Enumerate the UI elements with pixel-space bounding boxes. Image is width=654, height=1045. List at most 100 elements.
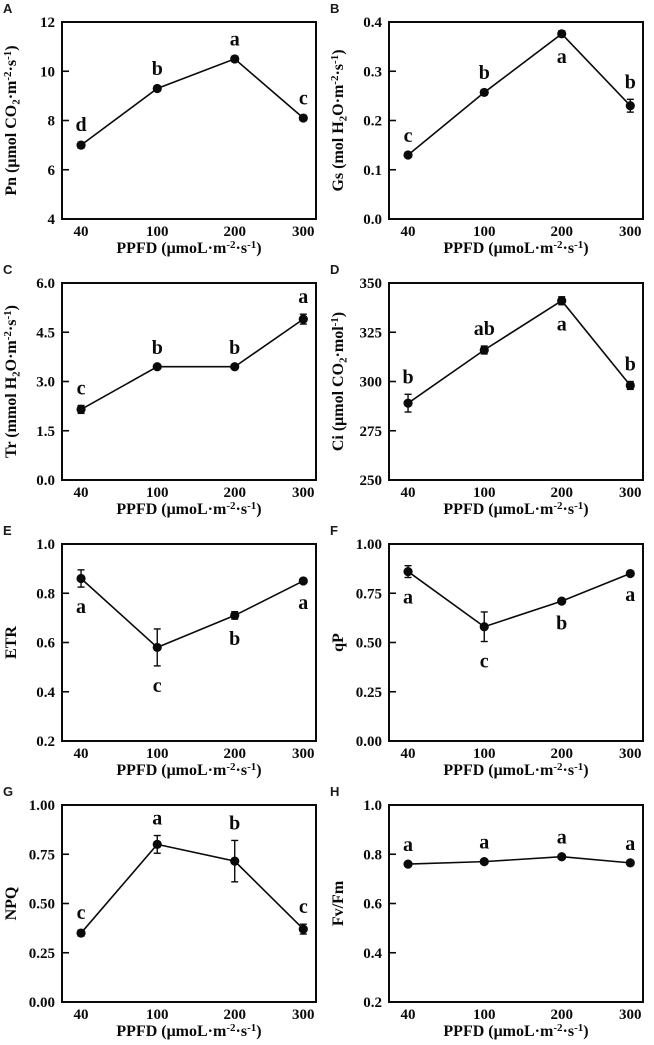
data-point [557,596,567,606]
x-tick-label: 100 [473,746,496,762]
y-tick-label: 0.6 [363,897,382,913]
plot-frame [388,21,644,220]
sig-letter: b [402,366,413,388]
y-tick-label: 0.8 [36,586,55,602]
data-point [76,140,86,150]
y-tick-label: 0.00 [29,995,55,1011]
sig-letter: a [557,827,567,849]
data-point [625,568,635,579]
x-tick-label: 100 [146,1007,169,1023]
series-line [80,58,304,146]
y-tick-label: 300 [360,375,383,391]
sig-letter: b [479,62,490,84]
y-axis-title: Ci (μmol CO2·mol-1) [329,312,350,451]
y-axis-title: qP [330,633,347,652]
series-line [80,843,304,934]
x-tick-label: 200 [223,485,246,501]
panel-letter-a: A [3,1,13,16]
y-tick-label: 275 [360,424,383,440]
panel-letter-c: C [3,262,13,277]
y-tick-label: 0.8 [363,847,382,863]
y-tick-label: 1.0 [363,798,382,814]
x-tick-label: 300 [292,1007,315,1023]
x-tick-label: 200 [550,746,573,762]
x-axis-title: PPFD (μmoL·m-2·s-1) [116,761,261,779]
y-tick-label: 4.5 [36,325,55,341]
data-point [76,573,86,584]
y-axis-title: Fv/Fm [330,880,347,926]
chart-d-ci: 250 275 300 325 350 40 100 200 300 PPFD (μmoL·m-2… [329,276,644,518]
y-tick-label: 0.3 [363,64,382,80]
plot-frame [388,804,644,1003]
y-tick-label: 4 [48,212,56,228]
sig-letter: a [557,46,567,68]
data-point [152,839,162,849]
series-line [80,318,304,411]
x-tick-label: 40 [74,485,89,501]
x-axis-title: PPFD (μmoL·m-2·s-1) [443,761,588,779]
sig-letter: a [625,833,635,855]
y-tick-label: 10 [40,64,55,80]
y-tick-label: 0.2 [36,734,55,750]
sig-letter: a [152,808,162,830]
panel-b-gs: B 0.0 0.1 0.2 0.3 0.4 40 100 200 300 PPFD (μmoL·m… [327,0,654,261]
sig-letter: b [152,337,163,359]
plot-frame [388,282,644,481]
y-tick-label: 0.6 [36,636,55,652]
data-point [298,314,308,324]
x-tick-label: 100 [473,1007,496,1023]
data-point [230,856,240,866]
sig-letter: a [625,584,635,606]
chart-c-tr: 0.0 1.5 3.0 4.5 6.0 40 100 200 300 PPFD (μmoL·m-2… [2,276,317,518]
sig-letter: b [152,58,163,80]
sig-letter: a [403,586,413,608]
y-tick-label: 0.0 [363,212,382,228]
data-point [557,852,567,862]
series-line [407,32,631,156]
data-point [479,622,489,632]
series-line [80,577,304,649]
y-tick-label: 8 [48,114,56,130]
x-axis-title: PPFD (μmoL·m-2·s-1) [443,500,588,518]
y-tick-label: 1.00 [29,798,55,814]
plot-frame [388,543,644,742]
x-axis-title: PPFD (μmoL·m-2·s-1) [116,500,261,518]
y-tick-label: 325 [360,325,383,341]
sig-letter: c [153,675,162,697]
y-axis-title: Tr (mmol H2O·m-2·s-1) [2,305,23,458]
sig-letter: b [229,628,240,650]
chart-a-pn: 4 6 8 10 12 40 100 200 300 PPFD (μmoL·m-2·s-1) Pn … [2,15,317,257]
plot-frame [61,804,317,1003]
x-tick-label: 40 [74,224,89,240]
panel-letter-g: G [3,784,14,799]
x-tick-label: 300 [619,224,642,240]
data-point [152,362,162,372]
chart-h-fvfm: 0.2 0.4 0.6 0.8 1.0 40 100 200 300 PPFD (μmoL·m-2… [330,798,644,1040]
panel-f-qp: F 0.00 0.25 0.50 0.75 1.00 40 100 200 300 PPFD (μ… [327,522,654,783]
sig-letter: c [299,896,308,918]
data-point [403,150,413,160]
y-tick-label: 12 [40,15,55,31]
x-tick-label: 100 [473,224,496,240]
x-axis-title: PPFD (μmoL·m-2·s-1) [116,239,261,257]
sig-letter: b [229,337,240,359]
x-tick-label: 40 [74,746,89,762]
panel-letter-b: B [330,1,340,16]
x-tick-label: 300 [619,485,642,501]
sig-letter: b [625,354,636,376]
panel-letter-d: D [330,262,340,277]
y-tick-label: 0.4 [363,15,382,31]
y-tick-label: 0.25 [29,946,55,962]
y-tick-label: 3.0 [36,375,55,391]
panel-letter-e: E [3,523,12,538]
data-point [625,380,635,391]
y-tick-label: 350 [360,276,383,292]
y-tick-label: 1.5 [36,424,55,440]
data-point [230,610,240,621]
data-point [403,859,413,869]
x-tick-label: 40 [74,1007,89,1023]
data-point [76,928,86,938]
x-tick-label: 200 [223,746,246,762]
chart-f-qp: 0.00 0.25 0.50 0.75 1.00 40 100 200 300 PPFD (μmo… [330,537,644,779]
sig-letter: b [556,612,567,634]
